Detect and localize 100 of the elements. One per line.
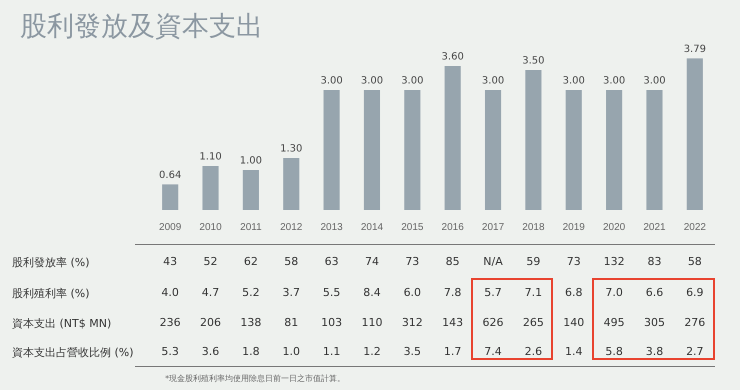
data-label: 3.00 — [602, 76, 626, 87]
text: 626 — [482, 316, 504, 329]
x-tick-label: 2017 — [482, 222, 505, 233]
text: 276 — [684, 316, 706, 329]
text: 110 — [361, 316, 382, 329]
text: 資本支出 (NT$ MN) — [12, 316, 112, 331]
text: 3.7 — [282, 286, 300, 299]
x-tick-label: 2019 — [562, 222, 586, 233]
text: 1.0 — [282, 345, 300, 358]
x-tick-label: 2010 — [199, 222, 222, 233]
x-tick-label: 2022 — [684, 222, 706, 233]
text: 236 — [160, 316, 181, 329]
text: 58 — [284, 255, 298, 268]
x-tick-label: 2013 — [320, 222, 344, 233]
data-label: 1.10 — [199, 152, 222, 163]
text: 138 — [240, 316, 262, 329]
data-label: 1.00 — [240, 156, 262, 167]
text: 143 — [442, 316, 464, 329]
bar — [202, 166, 219, 210]
text: 58 — [688, 255, 702, 268]
text: 5.8 — [605, 345, 623, 358]
bar — [404, 90, 420, 210]
text: 7.0 — [605, 286, 623, 299]
text: 4.0 — [161, 286, 179, 299]
x-tick-label: 2020 — [602, 222, 626, 233]
chart-title: 股利發放及資本支出 — [20, 10, 263, 44]
data-label: 3.00 — [482, 76, 504, 87]
text: 2.7 — [686, 345, 704, 358]
text: 1.2 — [363, 345, 381, 358]
text: 312 — [402, 316, 423, 329]
text: 資本支出占營收比例 (%) — [12, 345, 134, 360]
data-label: 3.00 — [401, 76, 424, 87]
text: 8.4 — [363, 286, 381, 299]
text: 6.9 — [686, 286, 704, 299]
text: 62 — [244, 255, 258, 268]
bar — [566, 90, 582, 210]
text: 81 — [284, 316, 298, 329]
text: 85 — [446, 255, 460, 268]
text: 1.4 — [565, 345, 582, 358]
text: 6.8 — [565, 286, 582, 299]
text: 股利發放率 (%) — [12, 255, 90, 270]
bar — [525, 70, 542, 210]
text: 7.8 — [444, 286, 462, 299]
x-tick-label: 2011 — [240, 222, 262, 233]
text: 2.6 — [524, 345, 542, 358]
bar — [364, 90, 380, 210]
text: 5.7 — [484, 286, 502, 299]
data-label: 3.50 — [522, 56, 545, 67]
bar — [606, 90, 622, 210]
text: 1.1 — [322, 345, 340, 358]
text: 52 — [204, 255, 218, 268]
data-label: 3.79 — [684, 44, 706, 55]
text: 4.7 — [202, 286, 220, 299]
text: 1.8 — [242, 345, 260, 358]
text: 6.0 — [404, 286, 422, 299]
bar — [444, 66, 461, 210]
bar — [283, 158, 300, 210]
data-label: 1.30 — [280, 144, 302, 155]
x-tick-label: 2009 — [159, 222, 182, 233]
text: 股利殖利率 (%) — [12, 286, 90, 301]
text: 7.4 — [484, 345, 502, 358]
text: 3.5 — [404, 345, 422, 358]
x-tick-label: 2015 — [401, 222, 424, 233]
text: 132 — [604, 255, 625, 268]
bar — [324, 90, 340, 210]
data-label: 3.00 — [562, 76, 585, 87]
text: 265 — [522, 316, 544, 329]
text: 1.7 — [444, 345, 462, 358]
data-label: 3.00 — [643, 76, 666, 87]
x-tick-label: 2018 — [522, 222, 545, 233]
text: 5.3 — [161, 345, 179, 358]
text: 5.2 — [242, 286, 260, 299]
bar — [484, 90, 502, 210]
x-tick-label: 2021 — [643, 222, 666, 233]
text: 7.1 — [524, 286, 542, 299]
text: 3.6 — [202, 345, 220, 358]
data-label: 3.00 — [360, 76, 384, 87]
x-tick-label: 2014 — [360, 222, 384, 233]
text: 3.8 — [646, 345, 664, 358]
text: 74 — [364, 255, 379, 268]
text: 59 — [526, 255, 540, 268]
text: 73 — [566, 255, 581, 268]
data-label: 3.00 — [320, 76, 343, 87]
text: 6.6 — [646, 286, 664, 299]
text: 495 — [604, 316, 625, 329]
bar — [162, 184, 178, 210]
text: 103 — [321, 316, 342, 329]
text: 5.5 — [322, 286, 340, 299]
text: 83 — [647, 255, 662, 268]
text: *現金股利殖利率均使用除息日前一日之市值計算。 — [165, 373, 346, 384]
text: 305 — [644, 316, 665, 329]
data-label: 0.64 — [159, 170, 182, 181]
data-label: 3.60 — [442, 52, 464, 63]
bar — [646, 90, 663, 210]
bar — [242, 170, 259, 210]
text: 140 — [563, 316, 584, 329]
x-tick-label: 2016 — [442, 222, 464, 233]
text: N/A — [483, 255, 503, 268]
text: 73 — [405, 255, 420, 268]
x-tick-label: 2012 — [280, 222, 303, 233]
